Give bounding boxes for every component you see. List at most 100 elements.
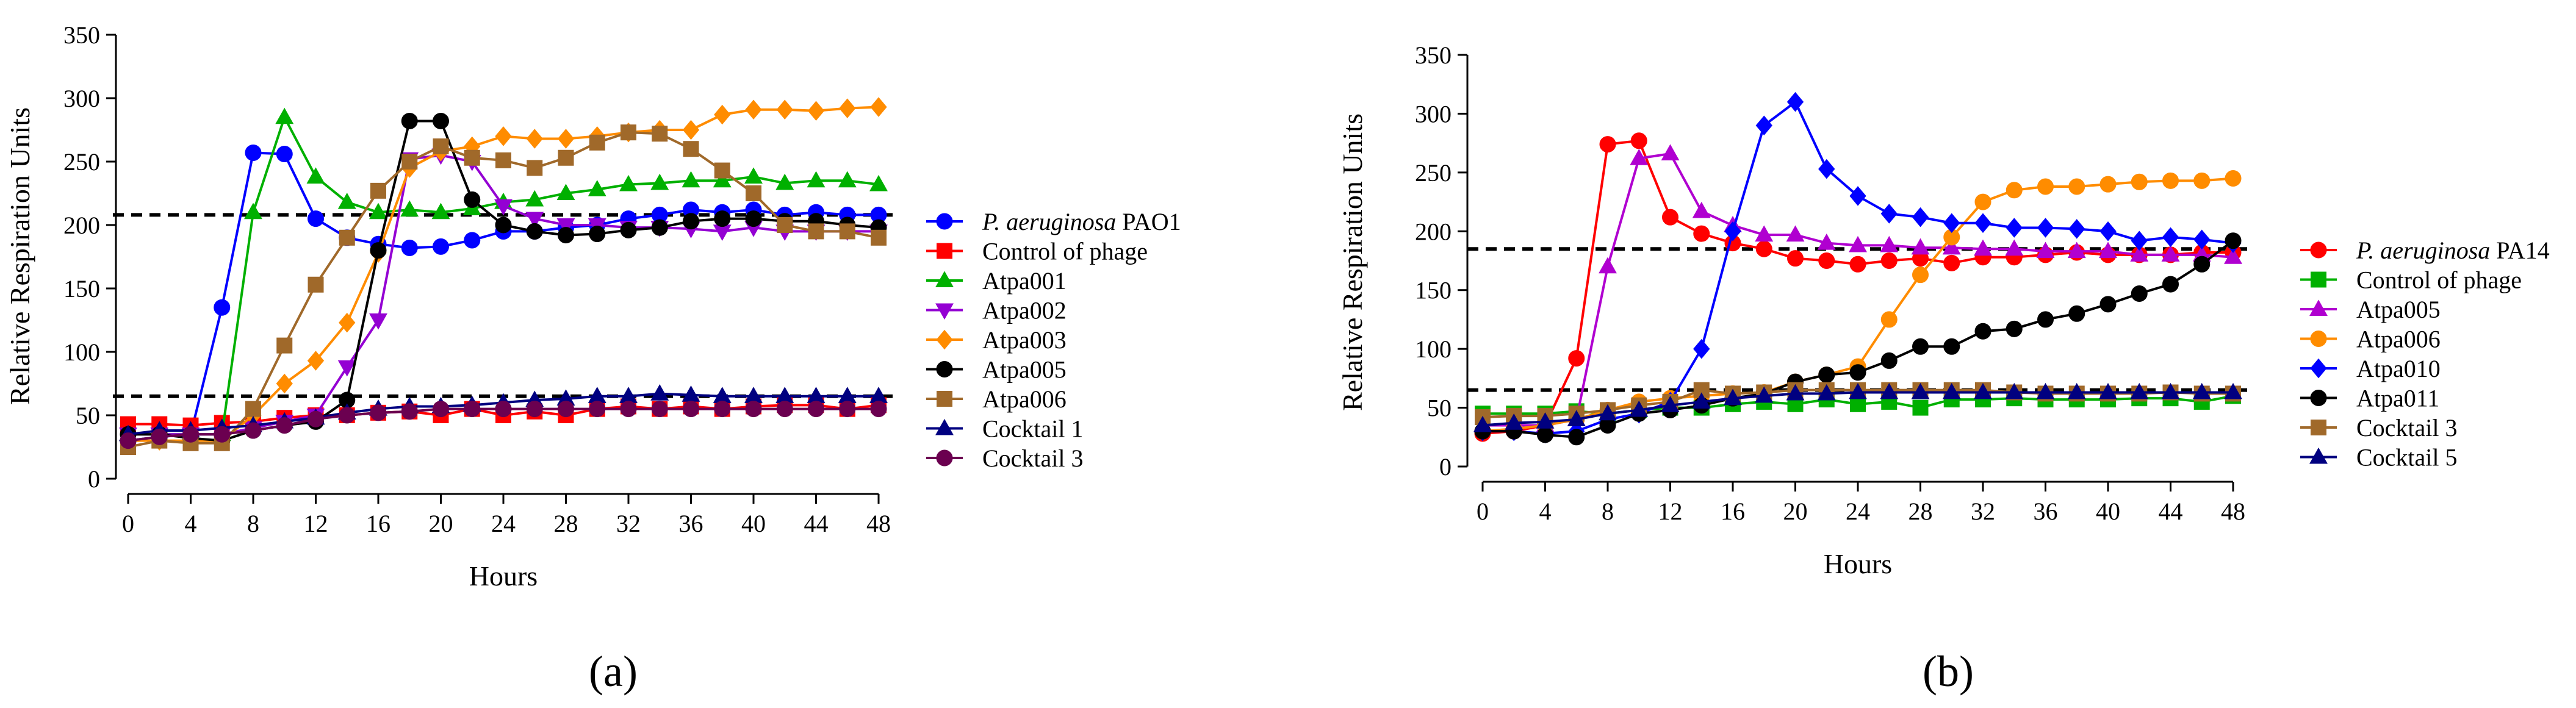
legend-marker — [2310, 331, 2327, 347]
data-point — [151, 428, 168, 445]
data-point — [1693, 225, 1710, 242]
data-point — [807, 171, 826, 188]
data-point — [1786, 384, 1805, 401]
data-point — [2037, 311, 2054, 328]
data-point — [869, 387, 888, 403]
data-point — [556, 218, 575, 235]
data-point — [433, 401, 449, 418]
data-point — [2193, 229, 2211, 250]
data-point — [245, 401, 261, 417]
data-point — [556, 184, 575, 201]
data-point — [401, 112, 418, 129]
data-point — [214, 299, 231, 316]
data-point — [714, 401, 731, 418]
legend-entry: P. aeruginosa PAO1 — [926, 208, 1181, 235]
legend-entry: Control of phage — [2300, 266, 2522, 294]
x-axis-title: Hours — [469, 560, 538, 592]
legend-marker — [936, 213, 953, 230]
data-point — [1880, 235, 1899, 252]
legend-entry: Atpa005 — [2300, 296, 2441, 323]
data-point — [839, 98, 856, 118]
data-point — [1911, 382, 1930, 399]
data-point — [588, 387, 606, 403]
data-point — [589, 134, 605, 151]
y-tick-label: 150 — [63, 275, 100, 302]
legend-label: Cocktail 5 — [2356, 444, 2458, 471]
data-point — [745, 401, 762, 418]
data-point — [1786, 91, 1804, 112]
data-point — [1568, 350, 1585, 367]
data-point — [525, 190, 544, 207]
data-point — [1692, 392, 1711, 409]
data-point — [1818, 159, 1835, 179]
data-point — [1912, 207, 1929, 227]
data-point — [619, 174, 638, 191]
data-point — [838, 171, 857, 188]
series-line — [128, 120, 879, 442]
x-tick-label: 36 — [679, 510, 703, 537]
data-point — [2161, 245, 2180, 262]
legend-entry: Atpa006 — [926, 385, 1067, 413]
data-point — [401, 239, 418, 256]
data-point — [494, 199, 513, 216]
data-point — [2130, 382, 2149, 399]
y-tick-label: 350 — [1415, 41, 1452, 69]
data-point — [1568, 429, 1585, 446]
data-point — [1693, 338, 1710, 359]
data-point — [2099, 382, 2117, 399]
x-tick-label: 20 — [1783, 498, 1808, 525]
data-point — [870, 97, 887, 117]
data-point — [182, 426, 199, 443]
data-point — [1662, 209, 1678, 226]
data-point — [2036, 241, 2055, 259]
legend-label: Atpa005 — [982, 356, 1067, 384]
legend-label: Atpa006 — [2356, 326, 2441, 353]
x-tick-label: 4 — [185, 510, 197, 537]
data-point — [1942, 382, 1961, 399]
data-point — [308, 410, 324, 427]
data-point — [433, 138, 449, 155]
data-point — [2225, 232, 2242, 249]
legend-marker — [935, 418, 954, 435]
data-point — [369, 313, 387, 330]
legend-marker — [2309, 447, 2328, 464]
data-point — [464, 136, 481, 157]
data-point — [433, 112, 449, 129]
data-point — [2225, 170, 2242, 187]
data-point — [839, 223, 855, 240]
data-point — [683, 141, 699, 157]
data-point — [2005, 382, 2024, 399]
data-point — [683, 213, 699, 230]
legend-label: Atpa006 — [982, 385, 1067, 413]
data-point — [589, 401, 606, 418]
legend-entry: P. aeruginosa PA14 — [2300, 237, 2550, 264]
data-point — [1661, 144, 1680, 161]
data-point — [307, 351, 325, 371]
data-point — [526, 129, 543, 149]
data-point — [1818, 252, 1835, 269]
legend-label: Atpa005 — [2356, 296, 2441, 323]
data-point — [1974, 213, 1991, 234]
data-point — [464, 401, 481, 418]
data-point — [744, 387, 763, 403]
data-point — [776, 99, 793, 120]
data-point — [337, 192, 356, 209]
data-point — [337, 360, 356, 377]
data-point — [1849, 382, 1867, 399]
data-point — [839, 401, 856, 418]
data-point — [1473, 415, 1492, 432]
data-point — [651, 401, 668, 418]
data-point — [2131, 173, 2148, 190]
data-point — [650, 384, 669, 401]
data-point — [214, 426, 231, 443]
x-tick-label: 8 — [247, 510, 259, 537]
data-point — [870, 401, 887, 418]
data-point — [120, 432, 137, 449]
x-tick-label: 36 — [2034, 498, 2058, 525]
data-point — [714, 210, 731, 227]
data-point — [871, 229, 887, 246]
data-point — [1661, 396, 1680, 412]
data-point — [2099, 221, 2117, 241]
data-point — [556, 389, 575, 406]
